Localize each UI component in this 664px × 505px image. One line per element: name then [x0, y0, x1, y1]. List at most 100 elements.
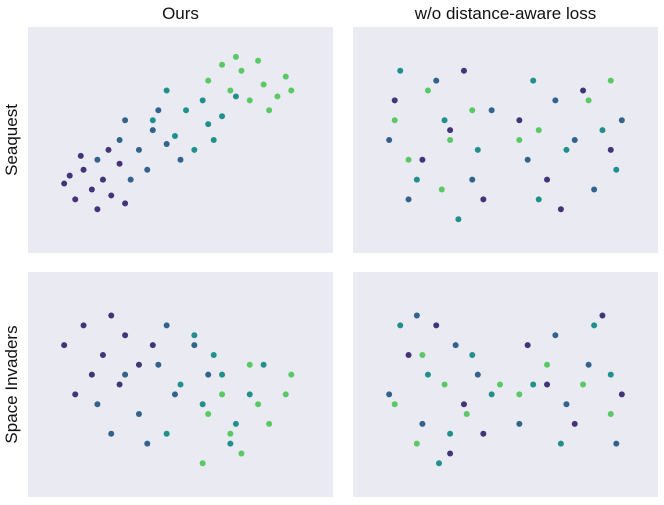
point: [516, 137, 523, 143]
point: [552, 97, 559, 104]
point: [61, 342, 68, 349]
point: [260, 361, 267, 368]
point: [177, 381, 184, 388]
point: [205, 77, 212, 84]
point: [266, 107, 273, 114]
point: [94, 401, 101, 408]
point: [613, 166, 620, 173]
point: [552, 332, 559, 339]
point: [219, 391, 226, 398]
point: [530, 77, 537, 84]
point: [391, 401, 398, 408]
point: [163, 430, 170, 437]
point: [557, 206, 564, 213]
point: [441, 381, 448, 388]
point: [424, 87, 431, 94]
point: [535, 196, 542, 203]
panel-background: [353, 27, 658, 253]
point: [108, 192, 115, 199]
point: [116, 160, 123, 167]
point: [127, 176, 134, 183]
point: [171, 133, 178, 140]
point: [219, 61, 226, 68]
column-title: Ours: [162, 4, 199, 23]
point: [438, 186, 445, 193]
panel-background: [28, 27, 333, 253]
point: [149, 127, 156, 134]
point: [155, 361, 162, 368]
point: [607, 77, 614, 84]
point: [544, 381, 551, 388]
point: [122, 371, 129, 378]
point: [424, 371, 431, 378]
point: [607, 146, 614, 153]
point: [94, 156, 101, 163]
point: [288, 87, 295, 94]
point: [205, 371, 212, 378]
point: [474, 371, 481, 378]
point: [474, 146, 481, 153]
point: [227, 87, 234, 94]
point: [460, 67, 467, 74]
point: [199, 97, 206, 104]
point: [163, 140, 170, 147]
point: [191, 332, 198, 339]
point: [591, 186, 598, 193]
point: [122, 200, 129, 207]
point: [391, 117, 398, 124]
point: [516, 117, 523, 124]
point: [413, 176, 420, 183]
point: [199, 401, 206, 408]
point: [232, 420, 239, 427]
point: [563, 146, 570, 153]
point: [77, 152, 84, 159]
point: [282, 391, 289, 398]
point: [607, 411, 614, 418]
point: [405, 196, 412, 203]
point: [246, 391, 253, 398]
point: [535, 127, 542, 134]
point: [191, 146, 198, 153]
point: [183, 107, 190, 114]
point: [94, 206, 101, 213]
point: [288, 371, 295, 378]
point: [144, 166, 151, 173]
point: [72, 391, 79, 398]
point: [386, 137, 393, 143]
point: [447, 430, 454, 437]
point: [571, 137, 578, 143]
point: [191, 342, 198, 349]
point: [413, 440, 420, 447]
point: [66, 172, 73, 179]
point: [433, 322, 440, 329]
point: [135, 146, 142, 153]
point: [469, 176, 476, 183]
point: [255, 401, 262, 408]
point: [163, 322, 170, 329]
point: [447, 127, 454, 134]
point: [480, 196, 487, 203]
point: [232, 53, 239, 60]
point: [210, 137, 217, 143]
point: [282, 73, 289, 80]
point: [391, 97, 398, 104]
point: [108, 430, 115, 437]
point: [419, 351, 426, 358]
point: [177, 156, 184, 163]
point: [405, 156, 412, 163]
point: [618, 391, 625, 398]
point: [266, 420, 273, 427]
point: [452, 342, 459, 349]
point: [205, 411, 212, 418]
point: [397, 67, 404, 74]
point: [80, 166, 87, 173]
point: [455, 216, 462, 223]
point: [108, 312, 115, 319]
point: [516, 420, 523, 427]
point: [105, 146, 112, 153]
point: [149, 342, 156, 349]
point: [585, 97, 592, 104]
point: [447, 137, 454, 143]
